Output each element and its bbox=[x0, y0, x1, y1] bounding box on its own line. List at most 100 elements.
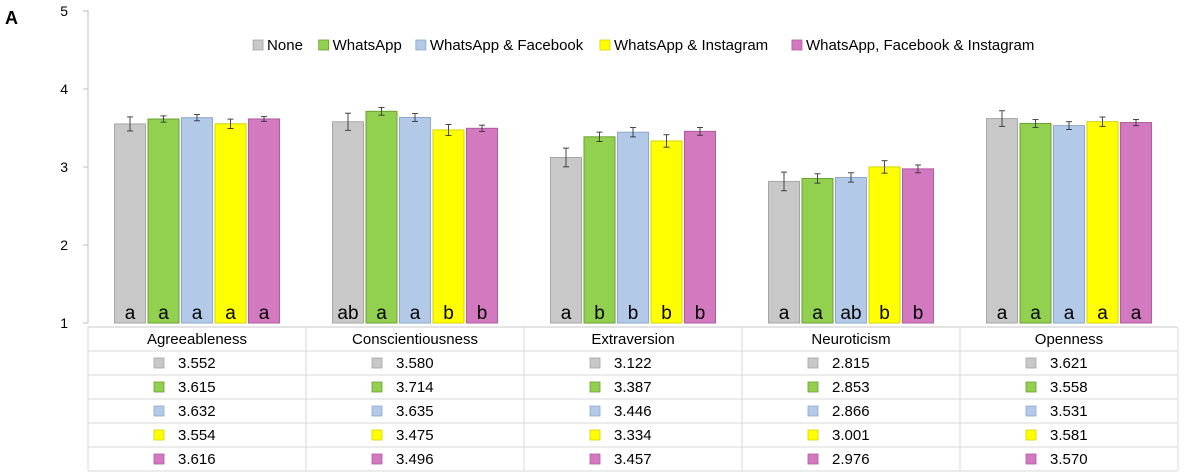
bar bbox=[332, 121, 364, 324]
table-legend-swatch bbox=[807, 429, 819, 441]
table-legend-swatch bbox=[589, 405, 601, 417]
bar bbox=[181, 117, 213, 324]
bar bbox=[1086, 121, 1119, 324]
table-legend-swatch bbox=[371, 405, 383, 417]
table-legend-swatch bbox=[371, 453, 383, 465]
bar bbox=[986, 118, 1018, 324]
table-value: 3.615 bbox=[178, 379, 216, 396]
table-legend-swatch bbox=[807, 405, 819, 417]
significance-letter: a bbox=[192, 303, 203, 324]
table-value: 2.866 bbox=[832, 403, 870, 420]
bar bbox=[684, 130, 716, 324]
bar bbox=[550, 156, 582, 324]
table-value: 3.554 bbox=[178, 427, 216, 444]
significance-letter: a bbox=[561, 303, 572, 324]
table-legend-swatch bbox=[153, 357, 165, 369]
table-value: 3.570 bbox=[1050, 451, 1088, 468]
table-value: 3.580 bbox=[396, 355, 434, 372]
significance-letter: a bbox=[158, 303, 169, 324]
legend-swatch bbox=[791, 39, 803, 51]
table-value: 3.616 bbox=[178, 451, 216, 468]
table-legend-swatch bbox=[153, 429, 165, 441]
table-value: 2.815 bbox=[832, 355, 870, 372]
significance-letter: a bbox=[1097, 303, 1108, 324]
table-value: 3.122 bbox=[614, 355, 652, 372]
table-value: 3.632 bbox=[178, 403, 216, 420]
panel-label: A bbox=[5, 8, 18, 28]
table-legend-swatch bbox=[807, 357, 819, 369]
significance-letter: a bbox=[125, 303, 136, 324]
table-value: 2.853 bbox=[832, 379, 870, 396]
bar bbox=[902, 168, 934, 324]
table-legend-swatch bbox=[1025, 405, 1037, 417]
table-legend-swatch bbox=[807, 381, 819, 393]
significance-letter: b bbox=[879, 303, 890, 324]
bar bbox=[114, 123, 146, 324]
y-tick-label: 2 bbox=[60, 237, 68, 253]
significance-letter: a bbox=[1030, 303, 1041, 324]
category-label: Extraversion bbox=[591, 331, 674, 348]
legend-entry-label: None bbox=[267, 37, 303, 54]
significance-letter: a bbox=[812, 303, 823, 324]
legend-entry-label: WhatsApp & Facebook bbox=[430, 37, 584, 54]
table-legend-swatch bbox=[589, 357, 601, 369]
table-legend-swatch bbox=[153, 453, 165, 465]
table-value: 3.621 bbox=[1050, 355, 1088, 372]
table-value: 3.552 bbox=[178, 355, 216, 372]
legend-swatch bbox=[415, 39, 427, 51]
significance-letter: b bbox=[628, 303, 639, 324]
significance-letter: a bbox=[225, 303, 236, 324]
legend-entry-label: WhatsApp, Facebook & Instagram bbox=[806, 37, 1034, 54]
significance-letter: ab bbox=[840, 303, 861, 324]
table-legend-swatch bbox=[371, 429, 383, 441]
bar bbox=[583, 136, 616, 324]
significance-letter: a bbox=[997, 303, 1008, 324]
bar bbox=[432, 129, 465, 324]
bar bbox=[650, 140, 683, 324]
table-value: 3.001 bbox=[832, 427, 870, 444]
table-legend-swatch bbox=[1025, 429, 1037, 441]
table-value: 3.457 bbox=[614, 451, 652, 468]
table-value: 3.581 bbox=[1050, 427, 1088, 444]
bar bbox=[147, 118, 180, 324]
table-value: 2.976 bbox=[832, 451, 870, 468]
significance-letter: b bbox=[443, 303, 454, 324]
category-label: Conscientiousness bbox=[352, 331, 478, 348]
legend-entry-label: WhatsApp bbox=[333, 37, 402, 54]
table-value: 3.475 bbox=[396, 427, 434, 444]
table-legend-swatch bbox=[1025, 357, 1037, 369]
bar bbox=[801, 177, 834, 324]
table-legend-swatch bbox=[589, 381, 601, 393]
y-tick-label: 5 bbox=[60, 3, 68, 19]
table-value: 3.558 bbox=[1050, 379, 1088, 396]
bar bbox=[365, 110, 398, 324]
category-label: Neuroticism bbox=[811, 331, 890, 348]
bar bbox=[868, 166, 901, 324]
bar bbox=[248, 118, 280, 324]
significance-letter: b bbox=[695, 303, 706, 324]
legend-entry-label: WhatsApp & Instagram bbox=[614, 37, 768, 54]
table-value: 3.714 bbox=[396, 379, 434, 396]
category-label: Openness bbox=[1035, 331, 1103, 348]
table-legend-swatch bbox=[153, 381, 165, 393]
table-legend-swatch bbox=[371, 381, 383, 393]
table-value: 3.446 bbox=[614, 403, 652, 420]
table-value: 3.387 bbox=[614, 379, 652, 396]
legend-swatch bbox=[599, 39, 611, 51]
bar bbox=[617, 131, 649, 324]
table-legend-swatch bbox=[1025, 453, 1037, 465]
significance-letter: a bbox=[779, 303, 790, 324]
bar bbox=[768, 180, 800, 324]
y-tick-label: 1 bbox=[60, 315, 68, 331]
significance-letter: ab bbox=[337, 303, 358, 324]
table-legend-swatch bbox=[589, 429, 601, 441]
table-value: 3.334 bbox=[614, 427, 652, 444]
bar bbox=[1053, 125, 1085, 324]
table-value: 3.496 bbox=[396, 451, 434, 468]
table-value: 3.635 bbox=[396, 403, 434, 420]
table-legend-swatch bbox=[371, 357, 383, 369]
significance-letter: a bbox=[410, 303, 421, 324]
significance-letter: a bbox=[1064, 303, 1075, 324]
significance-letter: b bbox=[594, 303, 605, 324]
